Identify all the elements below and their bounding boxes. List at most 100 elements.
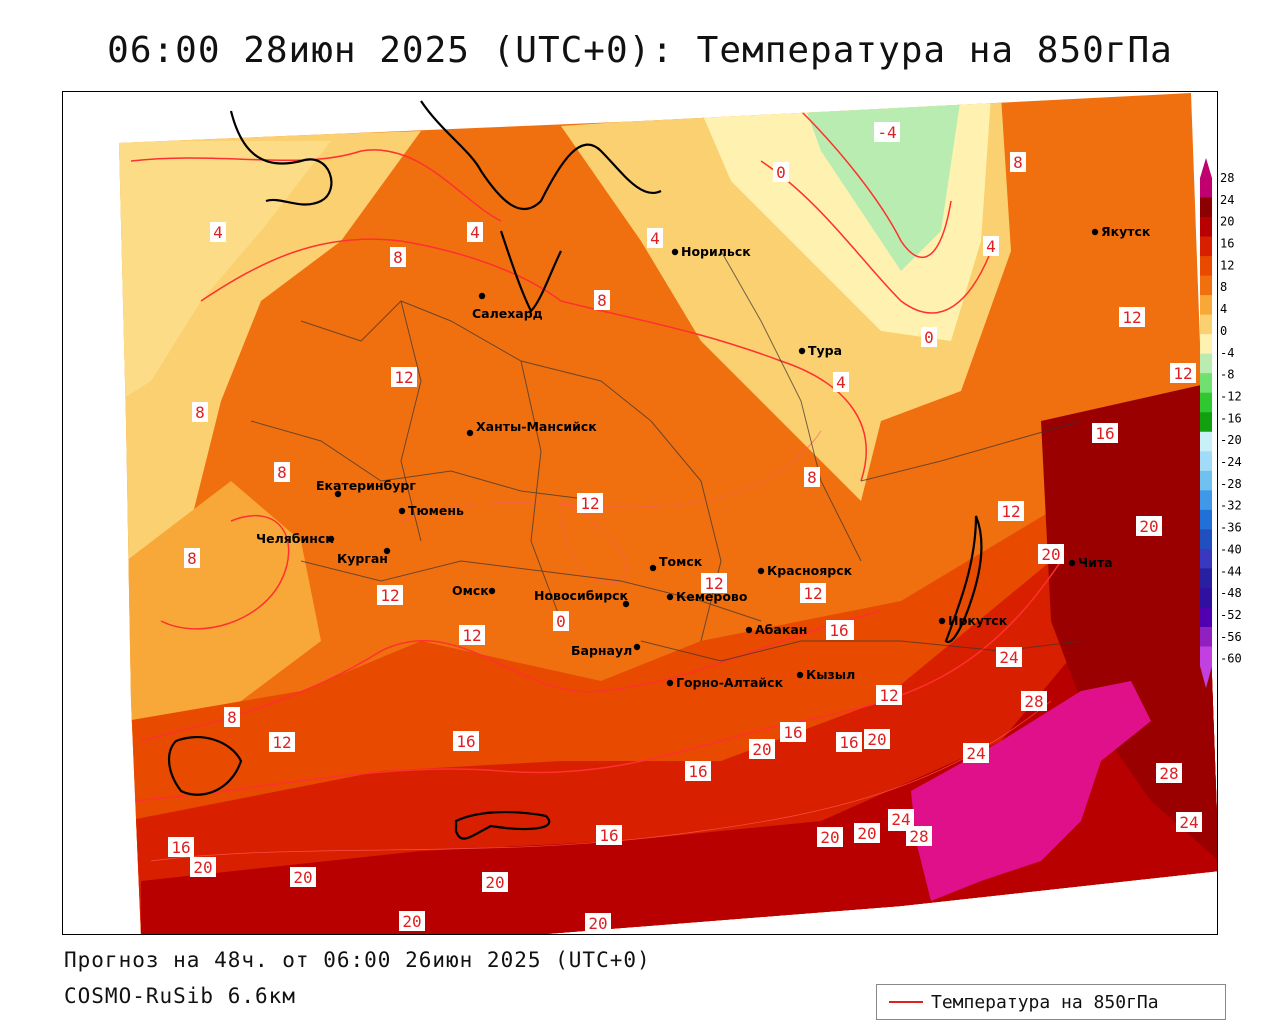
- svg-text:0: 0: [556, 612, 566, 631]
- colorbar-segment: [1200, 607, 1212, 628]
- city-marker: [938, 617, 946, 625]
- svg-text:12: 12: [704, 574, 723, 593]
- isoline-label: 12: [459, 625, 485, 645]
- map-title: 06:00 28июн 2025 (UTC+0): Температура на…: [107, 30, 1173, 71]
- svg-text:8: 8: [1013, 153, 1023, 172]
- isoline-label: 24: [996, 647, 1022, 667]
- colorbar-tick-label: 4: [1220, 302, 1227, 316]
- city-marker: [757, 567, 765, 575]
- isoline-label: 28: [1156, 763, 1182, 783]
- isoline-label: 12: [269, 732, 295, 752]
- isoline-label: 24: [963, 743, 989, 763]
- colorbar-segment: [1200, 275, 1212, 296]
- city-label: Курган: [337, 551, 388, 566]
- city-label: Салехард: [472, 306, 543, 321]
- svg-text:12: 12: [580, 494, 599, 513]
- city-label: Новосибирск: [534, 588, 629, 603]
- svg-text:28: 28: [1159, 764, 1178, 783]
- isoline-label: 12: [577, 493, 603, 513]
- svg-text:12: 12: [1122, 308, 1141, 327]
- city-marker: [649, 564, 657, 572]
- svg-text:24: 24: [1179, 813, 1198, 832]
- isoline-label: 8: [192, 402, 208, 422]
- city-label: Чита: [1078, 555, 1113, 570]
- city-label: Екатеринбург: [316, 478, 416, 493]
- isoline-label: 8: [1010, 152, 1026, 172]
- svg-text:20: 20: [1139, 517, 1158, 536]
- isoline-label: 8: [274, 462, 290, 482]
- isoline-label: 12: [876, 685, 902, 705]
- svg-text:20: 20: [752, 740, 771, 759]
- svg-text:4: 4: [213, 223, 223, 242]
- colorbar-segment: [1200, 334, 1212, 355]
- colorbar-tick-label: 0: [1220, 324, 1227, 338]
- svg-text:12: 12: [272, 733, 291, 752]
- colorbar-segment: [1200, 451, 1212, 472]
- colorbar-tick-label: -20: [1220, 433, 1242, 447]
- forecast-map[interactable]: Якутск Норильск Салехард Тура Ханты-Мансийск…: [62, 91, 1218, 935]
- city-marker: [798, 347, 806, 355]
- isoline-label: 16: [685, 761, 711, 781]
- colorbar-tick-label: -56: [1220, 630, 1242, 644]
- isoline-label: 4: [210, 222, 226, 242]
- isoline-label: 20: [1038, 544, 1064, 564]
- colorbar-tick-label: -48: [1220, 586, 1242, 600]
- city-label: Ханты-Мансийск: [476, 419, 597, 434]
- colorbar-segment: [1200, 353, 1212, 374]
- isoline-label: 24: [1176, 812, 1202, 832]
- city-marker: [1068, 559, 1076, 567]
- svg-text:16: 16: [839, 733, 858, 752]
- colorbar-tick-label: 16: [1220, 237, 1234, 251]
- isoline-label: 16: [453, 731, 479, 751]
- colorbar-segment: [1200, 373, 1212, 394]
- svg-text:20: 20: [485, 873, 504, 892]
- colorbar-segment: [1200, 217, 1212, 238]
- city-marker: [466, 429, 474, 437]
- model-caption: COSMO-RuSib 6.6км: [64, 984, 296, 1008]
- cities-layer: Якутск Норильск Салехард Тура Ханты-Мансийск…: [256, 224, 1151, 690]
- colorbar-segment: [1200, 490, 1212, 511]
- isoline-label: 8: [804, 467, 820, 487]
- svg-text:4: 4: [650, 229, 660, 248]
- colorbar-tick-label: -44: [1220, 564, 1242, 578]
- svg-text:16: 16: [599, 826, 618, 845]
- city-label: Иркутск: [948, 613, 1008, 628]
- city-label: Тюмень: [408, 503, 464, 518]
- city-label: Кемерово: [676, 589, 748, 604]
- city-marker: [398, 507, 406, 515]
- city-label: Горно-Алтайск: [676, 675, 784, 690]
- isoline-label: 20: [1136, 516, 1162, 536]
- svg-text:16: 16: [688, 762, 707, 781]
- city-label: Абакан: [755, 622, 807, 637]
- svg-text:0: 0: [776, 163, 786, 182]
- colorbar-segment: [1200, 295, 1212, 316]
- isolines-layer: -400844448812128884121281216121212162012…: [168, 122, 1202, 933]
- svg-text:12: 12: [879, 686, 898, 705]
- svg-text:12: 12: [803, 584, 822, 603]
- forecast-caption: Прогноз на 48ч. от 06:00 26июн 2025 (UTC…: [64, 948, 651, 972]
- city-marker: [478, 292, 486, 300]
- isoline-label: 12: [1119, 307, 1145, 327]
- colorbar-segment: [1200, 412, 1212, 433]
- isoline-label: 20: [399, 911, 425, 931]
- city-marker: [488, 587, 496, 595]
- svg-text:20: 20: [857, 824, 876, 843]
- svg-text:16: 16: [456, 732, 475, 751]
- svg-text:20: 20: [193, 858, 212, 877]
- svg-text:20: 20: [588, 914, 607, 933]
- svg-text:4: 4: [836, 373, 846, 392]
- colorbar-tick-label: 12: [1220, 258, 1234, 272]
- legend-box: Температура на 850гПа: [876, 984, 1226, 1020]
- svg-text:20: 20: [867, 730, 886, 749]
- svg-text:12: 12: [1001, 502, 1020, 521]
- colorbar-tick-label: -8: [1220, 368, 1234, 382]
- colorbar-tick-label: 28: [1220, 171, 1234, 185]
- colorbar-segment: [1200, 431, 1212, 452]
- colorbar-tick-label: 20: [1220, 215, 1234, 229]
- city-marker: [633, 643, 641, 651]
- colorbar-segment: [1200, 197, 1212, 218]
- city-marker: [666, 679, 674, 687]
- city-label: Барнаул: [571, 643, 632, 658]
- isoline-label: 20: [585, 913, 611, 933]
- colorbar-segment: [1200, 178, 1212, 199]
